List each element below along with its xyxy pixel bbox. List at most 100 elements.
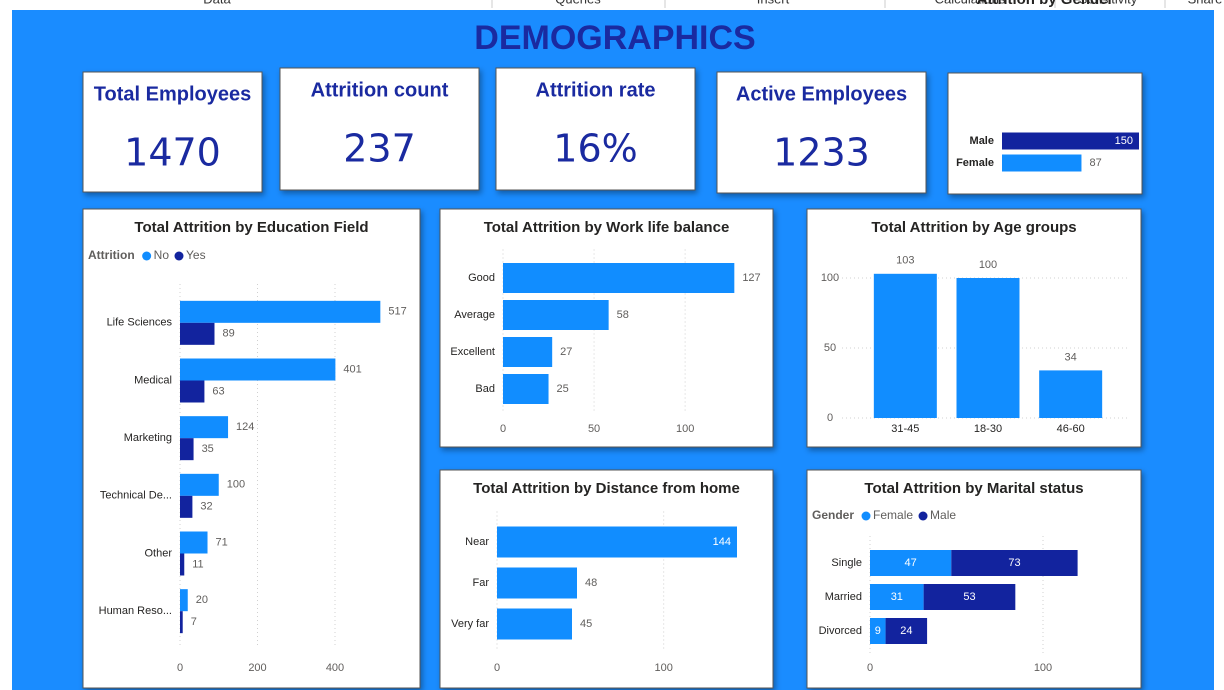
chart-title: Total Attrition by Work life balance <box>484 219 730 236</box>
category-label: Married <box>825 591 862 603</box>
value-label: 32 <box>200 501 212 513</box>
bar <box>180 416 229 439</box>
bar <box>1039 370 1103 418</box>
category-label: Marketing <box>124 432 172 444</box>
legend-label: Male <box>930 508 956 522</box>
x-tick-label: 400 <box>326 662 344 674</box>
category-label: Near <box>465 536 489 548</box>
x-tick-label: 50 <box>588 423 600 435</box>
x-tick-label: 0 <box>494 662 500 674</box>
category-label: Medical <box>134 374 172 386</box>
bar-segment <box>951 550 1078 576</box>
value-label: 89 <box>222 328 234 340</box>
bar <box>956 278 1020 418</box>
category-label: 31-45 <box>891 423 919 435</box>
kpi-value: 237 <box>343 127 416 171</box>
value-label: 35 <box>202 443 214 455</box>
kpi-value: 16% <box>553 127 637 171</box>
value-label: 144 <box>713 536 731 548</box>
bar <box>180 589 188 612</box>
category-label: 18-30 <box>974 423 1002 435</box>
bar-segment <box>923 584 1016 610</box>
ribbon-tab[interactable]: Calculations <box>935 0 1006 6</box>
bar <box>497 526 737 558</box>
value-label: 7 <box>191 616 197 628</box>
bar <box>180 322 215 345</box>
bar <box>180 473 219 496</box>
value-label: 11 <box>192 558 203 570</box>
kpi-label: Attrition rate <box>536 79 656 101</box>
ribbon-tab[interactable]: Share <box>1188 0 1223 6</box>
category-label: Average <box>454 309 495 321</box>
bar <box>1002 154 1082 172</box>
bar <box>497 608 572 640</box>
legend-label: Yes <box>186 248 206 262</box>
kpi-label: Total Employees <box>94 83 251 105</box>
value-label: 47 <box>905 557 917 569</box>
bar <box>873 273 937 418</box>
value-label: 103 <box>896 255 914 267</box>
category-label: Female <box>956 157 994 169</box>
bar-segment <box>870 618 886 644</box>
x-tick-label: 100 <box>676 423 694 435</box>
category-label: Other <box>144 547 172 559</box>
ribbon-tab[interactable]: Sensitivity <box>1079 0 1138 6</box>
value-label: 127 <box>742 272 760 284</box>
bar <box>503 337 553 367</box>
value-label: 100 <box>227 479 245 491</box>
bar <box>503 374 549 404</box>
bar <box>180 300 381 323</box>
category-label: Excellent <box>450 346 495 358</box>
ribbon-tab[interactable]: Data <box>203 0 231 6</box>
value-label: 124 <box>236 421 254 433</box>
kpi-card <box>82 71 263 193</box>
bar <box>180 531 208 554</box>
bar <box>180 495 193 518</box>
kpi-label: Active Employees <box>736 83 907 105</box>
category-label: Very far <box>451 618 489 630</box>
value-label: 34 <box>1065 351 1077 363</box>
kpi-value: 1470 <box>124 131 221 175</box>
value-label: 45 <box>580 618 592 630</box>
value-label: 58 <box>617 309 629 321</box>
chart-title: Total Attrition by Marital status <box>864 480 1083 497</box>
y-tick-label: 0 <box>827 412 833 424</box>
legend-swatch <box>918 511 928 521</box>
ribbon-strip <box>0 0 1224 10</box>
value-label: 87 <box>1089 157 1101 169</box>
category-label: Life Sciences <box>107 317 173 329</box>
bar-segment <box>885 618 928 644</box>
value-label: 20 <box>196 594 208 606</box>
kpi-card <box>495 67 696 191</box>
chart-title: Total Attrition by Education Field <box>134 219 368 236</box>
value-label: 517 <box>388 306 406 318</box>
x-tick-label: 100 <box>1034 662 1052 674</box>
x-tick-label: 100 <box>654 662 672 674</box>
bar <box>180 438 194 461</box>
legend-swatch <box>174 251 184 261</box>
bar-segment <box>870 584 924 610</box>
ribbon-tab[interactable]: Queries <box>555 0 601 6</box>
legend-label: No <box>154 248 170 262</box>
bar <box>503 263 735 293</box>
category-label: Single <box>831 557 862 569</box>
value-label: 25 <box>557 383 569 395</box>
category-label: 46-60 <box>1057 423 1085 435</box>
value-label: 31 <box>891 591 903 603</box>
chart-card <box>439 469 774 689</box>
x-tick-label: 200 <box>248 662 266 674</box>
ribbon-tab[interactable]: Insert <box>757 0 790 6</box>
value-label: 48 <box>585 577 597 589</box>
value-label: 73 <box>1008 557 1020 569</box>
value-label: 150 <box>1115 135 1133 147</box>
x-tick-label: 0 <box>177 662 183 674</box>
bar <box>497 567 577 599</box>
value-label: 63 <box>212 385 224 397</box>
value-label: 401 <box>343 363 361 375</box>
kpi-card <box>279 67 480 191</box>
legend-title: Attrition <box>88 248 135 262</box>
legend-label: Female <box>873 508 913 522</box>
kpi-value: 1233 <box>773 131 870 175</box>
